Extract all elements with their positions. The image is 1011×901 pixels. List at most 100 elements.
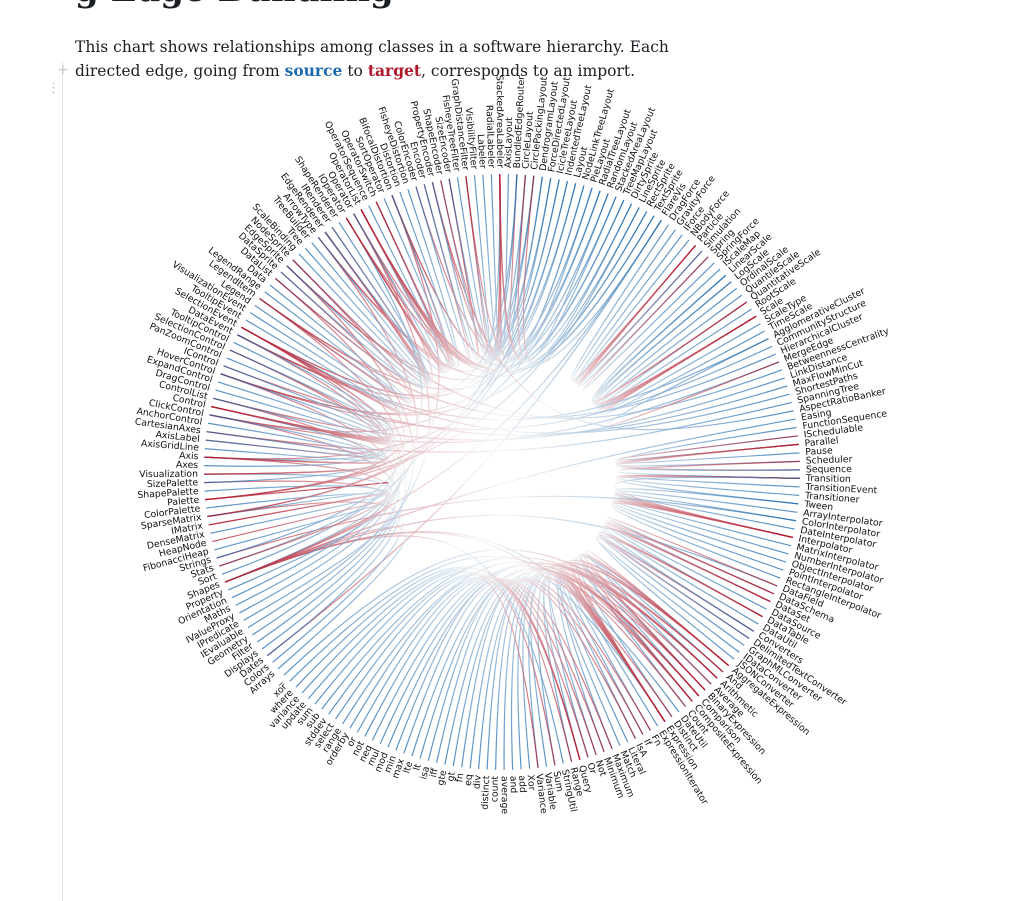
- import-edge: [308, 570, 539, 768]
- node-label[interactable]: If: [641, 737, 654, 748]
- node-label[interactable]: Parallel: [804, 435, 839, 449]
- import-edge: [360, 209, 655, 373]
- node-label[interactable]: AxisLayout: [503, 117, 515, 168]
- import-edge: [224, 526, 407, 670]
- node-label[interactable]: Not: [593, 759, 609, 778]
- import-edge: [289, 555, 693, 702]
- node-label[interactable]: gt: [445, 771, 457, 783]
- node-label[interactable]: Tween: [803, 499, 834, 513]
- import-edge: [207, 501, 403, 663]
- node-label[interactable]: lte: [401, 760, 415, 775]
- node-label[interactable]: Labeler: [475, 134, 488, 169]
- import-edge: [241, 305, 405, 413]
- import-edge: [204, 326, 396, 467]
- import-edge: [256, 265, 415, 643]
- node-label[interactable]: SizePalette: [147, 477, 199, 490]
- node-label[interactable]: Fn: [649, 733, 664, 748]
- node-label[interactable]: Transition: [805, 473, 851, 485]
- import-edge: [578, 556, 706, 697]
- node-label[interactable]: average: [499, 776, 510, 814]
- import-edge: [391, 194, 633, 368]
- import-edge: [241, 183, 577, 397]
- node-label[interactable]: fn: [454, 772, 466, 783]
- page-title: g Edge Bundling: [75, 0, 394, 10]
- import-edge: [335, 574, 573, 762]
- import-edge: [360, 189, 459, 368]
- import-edge: [395, 579, 605, 753]
- import-edge: [345, 211, 648, 374]
- import-edge: [582, 256, 715, 391]
- node-label[interactable]: Axis: [179, 450, 199, 462]
- node-label[interactable]: _: [272, 675, 284, 687]
- import-edge: [211, 334, 396, 438]
- import-edge: [205, 179, 560, 501]
- node-label[interactable]: Transitioner: [804, 490, 860, 505]
- node-label[interactable]: Or: [584, 761, 598, 775]
- import-edge: [548, 569, 693, 758]
- import-edge: [576, 555, 729, 718]
- import-edge: [499, 174, 633, 364]
- import-edge: [431, 182, 794, 431]
- import-edge: [241, 259, 413, 406]
- import-edge: [495, 573, 687, 770]
- import-edge: [204, 480, 396, 621]
- node-label[interactable]: Variance: [533, 773, 549, 814]
- node-label[interactable]: Scheduler: [806, 454, 853, 467]
- import-edge: [204, 326, 396, 461]
- import-edge: [543, 567, 706, 762]
- node-label[interactable]: Pause: [805, 445, 833, 458]
- import-edge: [295, 566, 581, 760]
- node-label[interactable]: CircleLayout: [520, 111, 536, 170]
- node-label[interactable]: Easing: [800, 407, 832, 423]
- node-label[interactable]: Sequence: [806, 464, 852, 475]
- label-layer: BundledEdgeRouterCircleLayoutCirclePacki…: [134, 75, 891, 815]
- import-edge: [591, 274, 748, 403]
- intro-text-before: This chart shows relationships among cla…: [75, 37, 669, 80]
- drag-handle-icon[interactable]: ⋮: [47, 81, 60, 96]
- node-label[interactable]: iff: [428, 767, 441, 779]
- import-edge: [275, 222, 430, 389]
- node-label[interactable]: AxisGridLine: [140, 438, 199, 454]
- node-label[interactable]: distinct: [480, 775, 493, 810]
- import-edge: [345, 194, 453, 371]
- import-edge: [328, 572, 581, 760]
- import-edge: [283, 548, 724, 676]
- import-edge: [595, 534, 763, 660]
- import-edge: [204, 193, 609, 460]
- import-edge: [611, 502, 793, 579]
- node-label[interactable]: StackedAreaLabeler: [494, 75, 506, 168]
- node-label[interactable]: AxisLabel: [155, 429, 200, 445]
- import-edge: [259, 298, 776, 419]
- import-edge: [205, 482, 389, 501]
- node-label[interactable]: eq: [463, 774, 475, 787]
- node-label[interactable]: ShapePalette: [137, 486, 199, 501]
- node-label[interactable]: gte: [435, 769, 449, 786]
- node-label[interactable]: Palette: [167, 495, 200, 509]
- node-label[interactable]: count: [489, 775, 501, 802]
- node-label[interactable]: and: [507, 776, 519, 794]
- plus-icon[interactable]: +: [57, 62, 69, 78]
- import-edge: [601, 526, 771, 632]
- node-label[interactable]: isa: [418, 765, 432, 780]
- node-label[interactable]: Sum: [551, 770, 566, 792]
- node-label[interactable]: Axes: [176, 460, 199, 471]
- import-edge: [371, 565, 700, 741]
- node-label[interactable]: BundledEdgeRouter: [512, 76, 528, 169]
- import-edge: [615, 435, 799, 461]
- source-keyword: source: [284, 60, 343, 80]
- import-edge: [204, 349, 394, 484]
- import-edge: [286, 265, 783, 419]
- node-label[interactable]: RadialLabeler: [483, 105, 496, 169]
- node-label[interactable]: Visualization: [139, 469, 198, 480]
- node-label[interactable]: Xor: [525, 774, 537, 791]
- node-label[interactable]: add: [516, 775, 528, 793]
- import-edge: [223, 365, 788, 436]
- import-edge: [216, 278, 406, 559]
- import-edge: [259, 284, 412, 404]
- node-label[interactable]: lt: [411, 762, 423, 771]
- node-label[interactable]: div: [472, 774, 484, 789]
- import-edge: [266, 219, 662, 657]
- node-label[interactable]: TransitionEvent: [804, 482, 877, 497]
- cell-divider: [62, 62, 63, 901]
- import-edge: [204, 473, 391, 567]
